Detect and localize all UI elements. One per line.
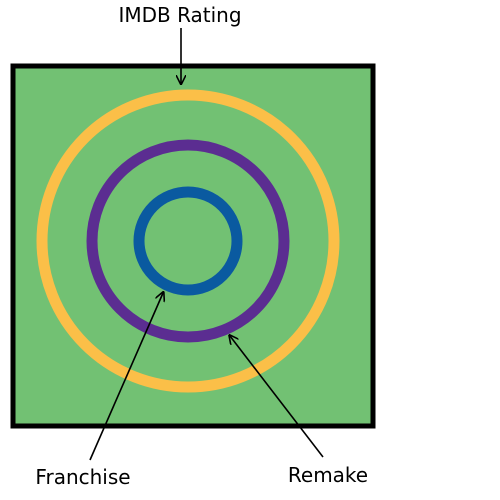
middle-ring — [86, 139, 290, 343]
label-imdb-rating: IMDB Rating — [118, 3, 241, 27]
franchise-arrow — [89, 293, 163, 461]
diagram-panel — [10, 63, 376, 429]
outer-ring — [36, 89, 340, 393]
inner-ring — [133, 186, 243, 296]
label-remake: Remake — [288, 463, 368, 487]
label-franchise: Franchise — [35, 465, 130, 489]
remake-arrow — [230, 336, 324, 458]
